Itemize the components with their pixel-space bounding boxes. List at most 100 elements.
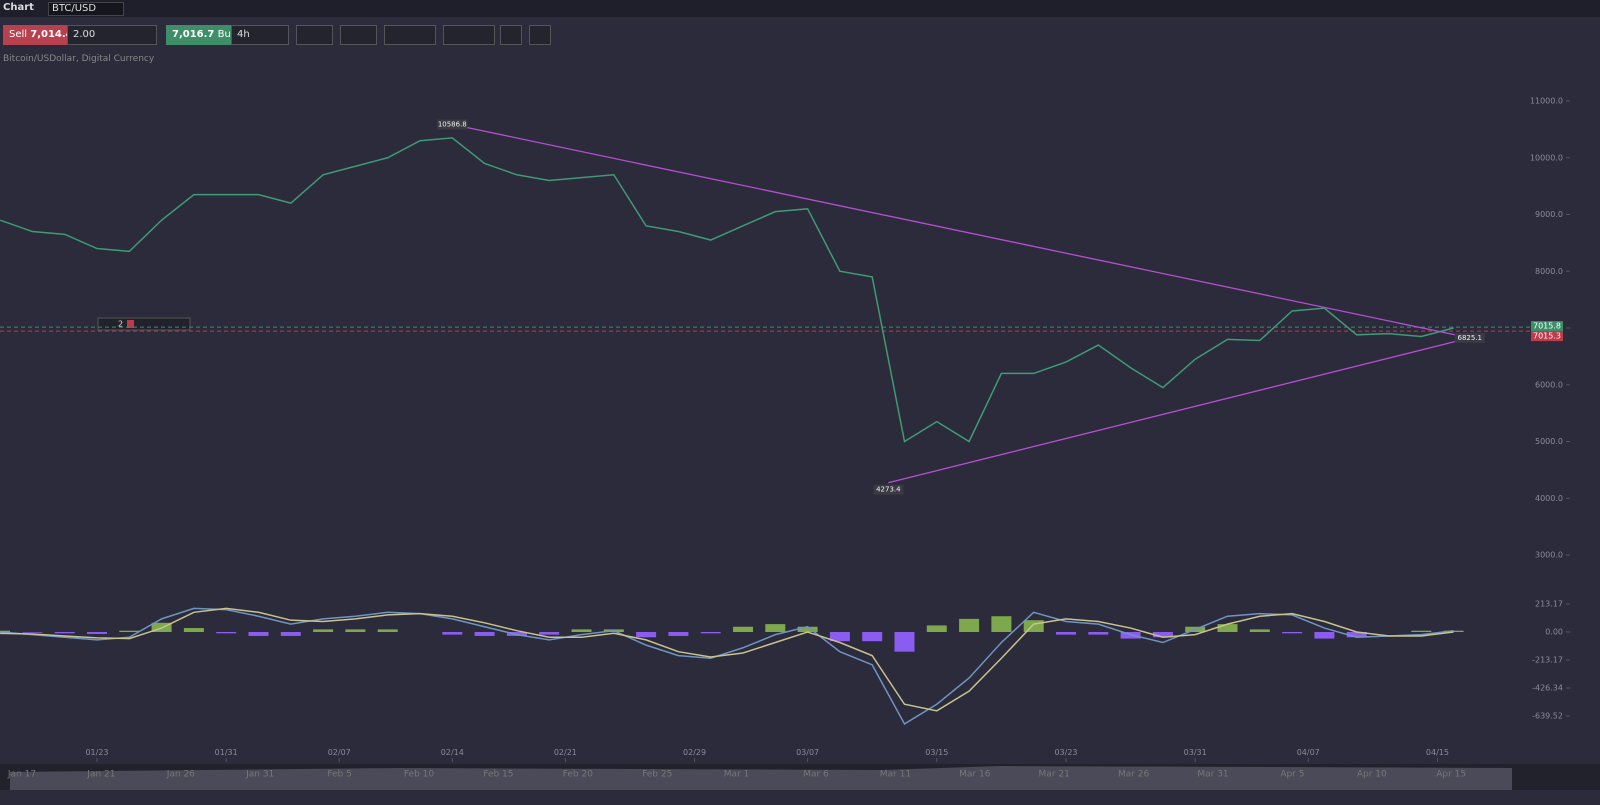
position-widget [97,317,191,331]
window-title: Chart [3,2,34,13]
histogram-bar [1185,626,1206,632]
navigator-label: Feb 5 [327,770,352,780]
annotation-label: 6825.1 [1458,334,1483,342]
histogram-bar [119,630,140,632]
price-tag [1531,331,1563,342]
trendline [888,337,1470,484]
indicator-button[interactable] [340,25,377,45]
histogram-bar [733,626,753,632]
histogram-bar [894,631,915,652]
histogram-bar [700,631,721,634]
navigator-label: Feb 25 [642,770,672,780]
navigator-label: Apr 5 [1280,770,1304,780]
interval-select[interactable]: 4h [231,25,289,45]
y-tick-label: 8000.0 [1535,267,1563,276]
histogram-bar [248,631,269,636]
navigator-label: Jan 17 [7,770,36,780]
annotation-label: 4273.4 [876,486,901,494]
navigator-label: Mar 26 [1118,770,1150,780]
histogram-bar [377,629,398,632]
buy-label: Buy [217,29,237,40]
histogram-bar [1120,631,1141,639]
time-button[interactable] [384,25,436,45]
navigator [0,764,1600,790]
chart-type-button[interactable] [296,25,333,45]
histogram-bar [1217,624,1238,632]
histogram-bar [216,631,237,634]
sell-price: 7,014.4 [30,29,73,40]
position-icon [127,320,134,328]
x-tick-label: 04/15 [1426,748,1449,757]
price-tag [1531,321,1563,332]
draw-button[interactable] [443,25,495,45]
histogram-bar [636,631,657,638]
histogram-bar [1088,631,1109,635]
histogram-bar [829,631,850,642]
histogram-bar [183,628,204,632]
price-tag-label: 7015.3 [1533,332,1561,341]
y-tick-label: 5000.0 [1535,437,1563,446]
histogram-bar [1056,631,1076,635]
y-tick-label: -426.34 [1532,683,1563,692]
histogram-bar [862,631,883,642]
y-tick-label: 9000.0 [1535,210,1563,219]
y-tick-label: -213.17 [1532,655,1563,664]
buy-button[interactable]: 7,016.7 Buy [166,25,243,45]
histogram-bar [959,618,980,632]
histogram-bar [313,629,334,632]
x-tick-label: 01/31 [215,748,238,757]
y-tick-label: -639.52 [1532,712,1563,721]
histogram-bar [1314,631,1335,639]
x-tick-label: 02/07 [328,748,351,757]
histogram-bar [345,629,366,632]
navigator-label: Apr 10 [1357,770,1387,780]
x-tick-label: 02/14 [441,748,464,757]
histogram-bar [765,624,786,632]
navigator-label: Jan 21 [86,770,115,780]
quantity-input[interactable]: 2.00 [67,25,157,45]
settings-button[interactable] [529,25,551,45]
histogram-bar [442,631,463,635]
histogram-bar [474,631,495,636]
x-tick-label: 02/21 [554,748,577,757]
indicator-line [0,607,1454,712]
navigator-label: Mar 16 [959,770,991,780]
annotation-box [1454,332,1485,343]
histogram-bar [1023,620,1044,632]
y-tick-label: 7000.0 [1535,324,1563,333]
y-tick-label: 10000.0 [1530,153,1563,162]
histogram-bar [571,629,592,632]
sell-label: Sell [9,29,28,40]
x-tick-label: 02/29 [683,748,706,757]
navigator-label: Jan 31 [245,770,274,780]
annotation-label: 10586.8 [438,120,467,128]
x-tick-label: 03/23 [1054,748,1077,757]
navigator-label: Jan 26 [166,770,195,780]
navigator-label: Mar 6 [803,770,829,780]
symbol-input[interactable]: BTC/USD [48,2,124,16]
navigator-label: Apr 15 [1436,770,1466,780]
navigator-label: Feb 20 [563,770,594,780]
histogram-bar [506,631,527,636]
histogram-bar [539,631,560,635]
x-tick-label: 01/23 [85,748,108,757]
y-tick-label: 3000.0 [1535,551,1563,560]
y-tick-label: 4000.0 [1535,494,1563,503]
x-tick-label: 03/31 [1184,748,1207,757]
buy-price: 7,016.7 [172,29,215,40]
navigator-label: Mar 31 [1197,770,1228,780]
y-tick-label: 0.00 [1545,627,1563,636]
navigator-area [10,766,1512,790]
price-line [0,137,1454,443]
histogram-bar [603,629,624,632]
annotation-box [873,484,904,495]
navigator-label: Feb 15 [483,770,513,780]
histogram-bar [1282,631,1303,634]
histogram-bar [87,631,107,634]
histogram-bar [1443,630,1464,632]
navigator-label: Mar 21 [1039,770,1070,780]
histogram-bar [991,616,1012,632]
studies-button[interactable] [500,25,522,45]
